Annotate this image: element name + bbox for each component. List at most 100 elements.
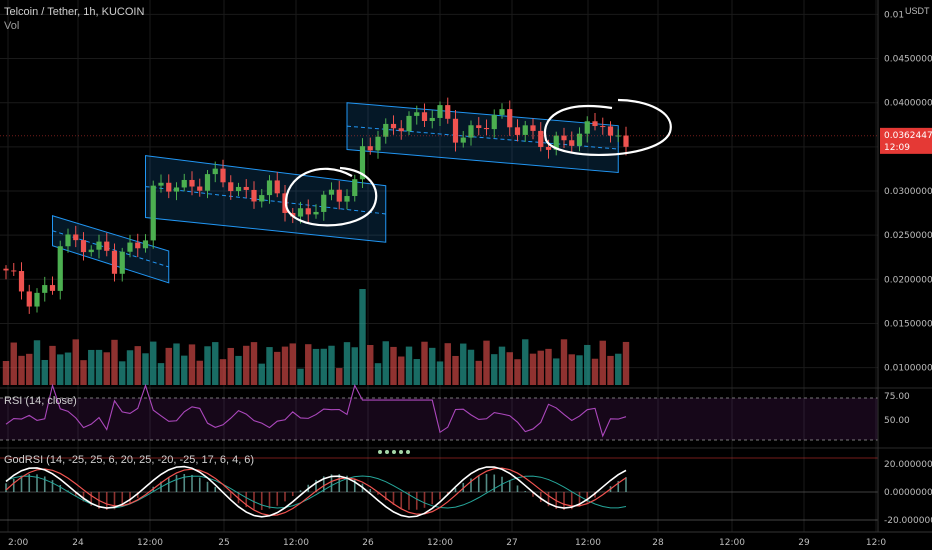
candle-body (561, 135, 567, 141)
volume-bar (622, 341, 630, 385)
godrsi-hist-bar (408, 492, 410, 510)
volume-bar (274, 351, 281, 385)
volume-bar (72, 339, 79, 385)
godrsi-signal-dot (392, 450, 396, 454)
godrsi-hist-bar (121, 492, 124, 507)
volume-bar (615, 353, 622, 385)
time-tick-label: 12:00 (427, 538, 453, 548)
candle-body (406, 115, 412, 132)
time-tick-label: 24 (72, 538, 84, 548)
time-tick-label: 12:00 (575, 538, 601, 548)
godrsi-hist-bar (431, 492, 434, 505)
candle-body (607, 126, 614, 136)
badge-price: 0.03624470 (884, 131, 932, 141)
godrsi-hist-bar (400, 492, 403, 509)
time-axis[interactable]: 2:00 24 12:00 25 12:00 26 12:00 27 12:00 28 12:00 2… (0, 531, 932, 548)
godrsi-hist-bar (82, 492, 85, 502)
candle-body (553, 135, 559, 150)
godrsi-hist-bar (214, 486, 217, 492)
volume-bar (398, 356, 405, 385)
godrsi-hist-bar (493, 474, 496, 492)
godrsi-hist-bar (516, 485, 519, 492)
candle-body (73, 234, 79, 241)
volume-bars (2, 289, 630, 385)
candle-body (344, 196, 350, 202)
godrsi-hist-bar (415, 492, 418, 510)
candle-body (429, 117, 435, 122)
godrsi-hist-bar (167, 477, 170, 492)
price-axis[interactable]: 0.010.045000000.040000000.035000000.0300… (877, 0, 932, 532)
volume-bar (188, 344, 196, 385)
candle-body (328, 189, 335, 195)
candle-body (576, 133, 583, 146)
godrsi-hist-bar (570, 492, 573, 510)
time-tick-label: 25 (218, 538, 229, 548)
volume-bar (382, 341, 389, 385)
volume-bar (568, 354, 575, 385)
candle-body (150, 185, 156, 241)
candle-body (522, 125, 528, 135)
candle-body (600, 126, 606, 128)
candle-body (166, 182, 172, 192)
godrsi-red-line (5, 467, 627, 516)
volume-bar (119, 361, 126, 385)
volume-bar (41, 359, 48, 385)
chart-grid (0, 0, 878, 532)
godrsi-hist-bar (578, 492, 581, 507)
volume-bar (491, 354, 498, 385)
candle-body (104, 241, 110, 251)
rsi-line (5, 383, 627, 438)
candle-body (266, 180, 273, 196)
time-tick-label: 12:00 (283, 538, 309, 548)
candle-body (313, 211, 319, 215)
godrsi-hist-bar (384, 492, 387, 501)
candle-body (569, 140, 575, 146)
volume-bar (498, 346, 506, 385)
candle-body (42, 285, 48, 293)
godrsi-hist-bar (129, 492, 131, 504)
volume-bar (576, 355, 583, 385)
volume-bar (157, 363, 165, 385)
godrsi-hist-bar (369, 488, 372, 492)
candle-body (274, 180, 280, 194)
circle-annotation (284, 166, 378, 227)
godrsi-hist-bar (315, 479, 317, 492)
godrsi-pane (0, 450, 878, 521)
currency-label[interactable]: USDT (905, 6, 930, 16)
candle-body (80, 240, 87, 253)
rsi-label[interactable]: RSI (14, close) (4, 395, 77, 407)
rsi-pane (0, 383, 932, 449)
godrsi-hist-bar (446, 492, 449, 494)
candle-body (414, 112, 420, 116)
rsi-tick-label: 75.00 (884, 392, 910, 402)
godrsi-tick-label: -20.00000000 (884, 516, 932, 526)
volume-bar (328, 345, 335, 385)
volume-bar (312, 348, 320, 385)
candle-body (530, 125, 536, 131)
godrsi-hist-bar (508, 480, 511, 492)
godrsi-hist-bar (477, 475, 480, 492)
godrsi-hist-bar (291, 492, 294, 497)
candle-body (212, 168, 218, 175)
godrsi-tick-label: 0.00000000 (884, 488, 932, 498)
volume-bar (250, 342, 258, 385)
channel-midline (145, 186, 386, 215)
candle-body (18, 271, 25, 292)
godrsi-hist-bar (183, 474, 186, 492)
godrsi-hist-bar (113, 492, 116, 510)
godrsi-hist-bar (485, 474, 488, 492)
candle-body (483, 127, 490, 130)
godrsi-hist-bar (299, 490, 302, 492)
volume-bar (227, 347, 234, 385)
godrsi-signal-dot (378, 450, 382, 454)
godrsi-hist-bar (470, 478, 472, 492)
godrsi-hist-bar (198, 477, 201, 492)
candle-body (507, 109, 513, 128)
symbol-title[interactable]: Telcoin / Tether, 1h, KUCOIN (4, 6, 145, 18)
godrsi-label[interactable]: GodRSI (14, -25, 25, 6, 20, 25, -20, -25… (4, 454, 255, 466)
volume-bar (529, 353, 537, 385)
candle-body (135, 242, 141, 249)
